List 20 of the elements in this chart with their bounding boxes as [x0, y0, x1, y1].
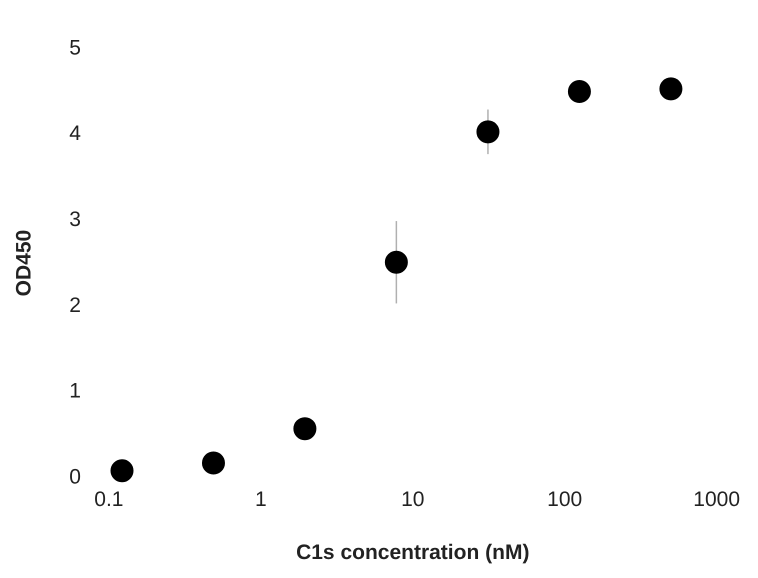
y-axis-title: OD450 [12, 230, 36, 296]
x-tick-label: 1000 [693, 488, 740, 511]
y-tick-label: 2 [69, 294, 81, 317]
y-tick-label: 0 [69, 465, 81, 488]
point [202, 452, 225, 475]
x-tick-label: 100 [547, 488, 582, 511]
x-tick-label: 10 [401, 488, 424, 511]
point [659, 77, 682, 100]
y-tick-label: 5 [69, 36, 81, 60]
x-tick-label: 1 [254, 488, 267, 511]
x-axis-title: C1s concentration (nM) [296, 541, 530, 564]
point [568, 80, 591, 103]
point [384, 250, 408, 274]
point [293, 417, 316, 440]
x-tick-label: 0.1 [94, 488, 124, 511]
y-tick-label: 4 [69, 122, 82, 146]
point [110, 459, 134, 482]
y-tick-label: 3 [69, 208, 81, 231]
point [476, 120, 500, 144]
y-tick-label: 1 [69, 380, 81, 403]
